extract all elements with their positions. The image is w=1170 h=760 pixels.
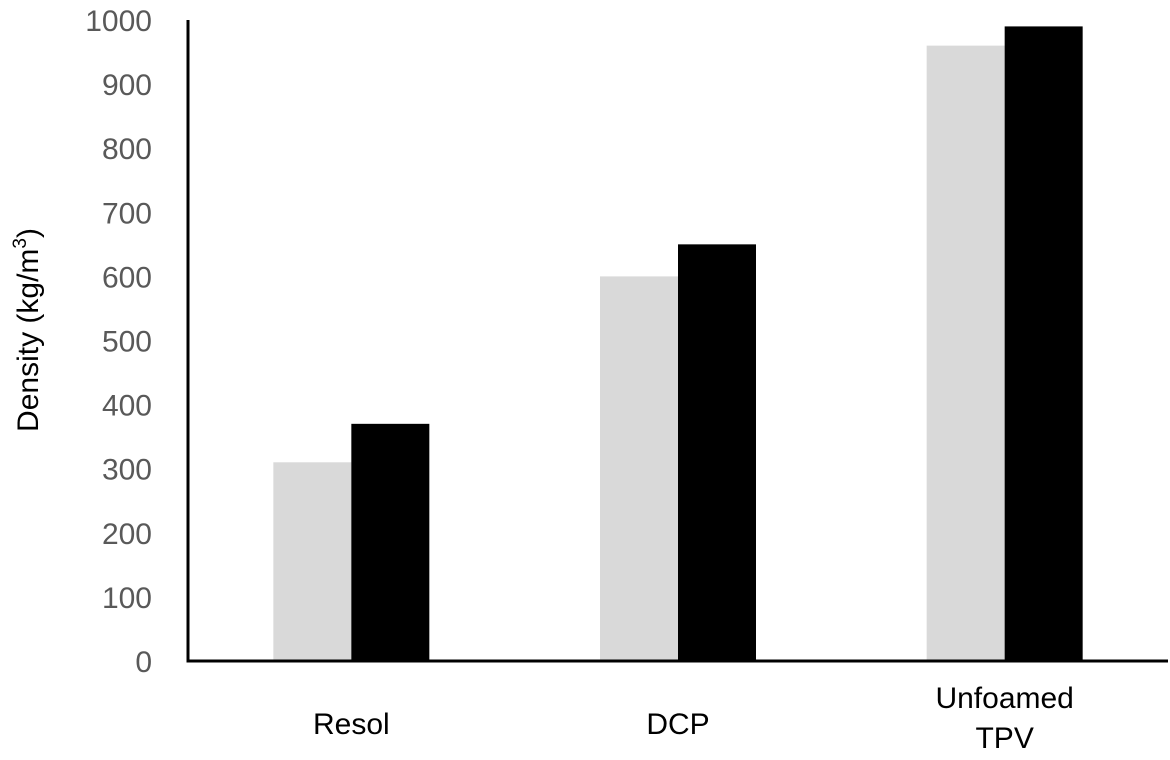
y-tick-label: 900: [102, 69, 152, 102]
y-tick-label: 1000: [85, 5, 152, 38]
y-tick-label: 0: [135, 646, 152, 679]
x-category-label: Resol: [313, 708, 390, 741]
x-category-label-line: DCP: [646, 708, 709, 741]
y-tick-label: 600: [102, 261, 152, 294]
bar-series-2-unfoamed-tpv: [1004, 26, 1083, 662]
bar-series-2-dcp: [678, 244, 756, 661]
y-axis-title-group: Density (kg/m3): [10, 228, 45, 432]
x-category-labels: Resol DCP Unfoamed TPV: [313, 682, 1074, 755]
y-tick-labels: 0 100 200 300 400 500 600 700 800 900 1000: [85, 5, 152, 679]
x-category-label-line: Resol: [313, 708, 390, 741]
y-axis-title-tail: ): [12, 228, 45, 238]
bars: [273, 26, 1083, 662]
bar-series-1-unfoamed-tpv: [926, 45, 1005, 661]
y-tick-label: 700: [102, 197, 152, 230]
y-tick-label: 200: [102, 518, 152, 551]
x-category-label-line: Unfoamed: [935, 682, 1073, 715]
bar-series-1-resol: [273, 462, 352, 661]
y-axis-title-superscript: 3: [10, 238, 31, 249]
y-tick-label: 800: [102, 133, 152, 166]
y-tick-label: 500: [102, 326, 152, 359]
y-tick-label: 100: [102, 582, 152, 615]
y-tick-label: 300: [102, 454, 152, 487]
x-category-label: Unfoamed TPV: [935, 682, 1073, 755]
axes: [186, 20, 1168, 663]
bar-series-2-resol: [351, 423, 430, 661]
bar-series-1-dcp: [600, 276, 678, 661]
x-category-label-line: TPV: [975, 722, 1033, 755]
x-category-label: DCP: [646, 708, 709, 741]
y-axis-title: Density (kg/m3): [10, 228, 45, 432]
y-tick-label: 400: [102, 390, 152, 423]
y-axis-title-main: Density (kg/m: [12, 249, 45, 432]
